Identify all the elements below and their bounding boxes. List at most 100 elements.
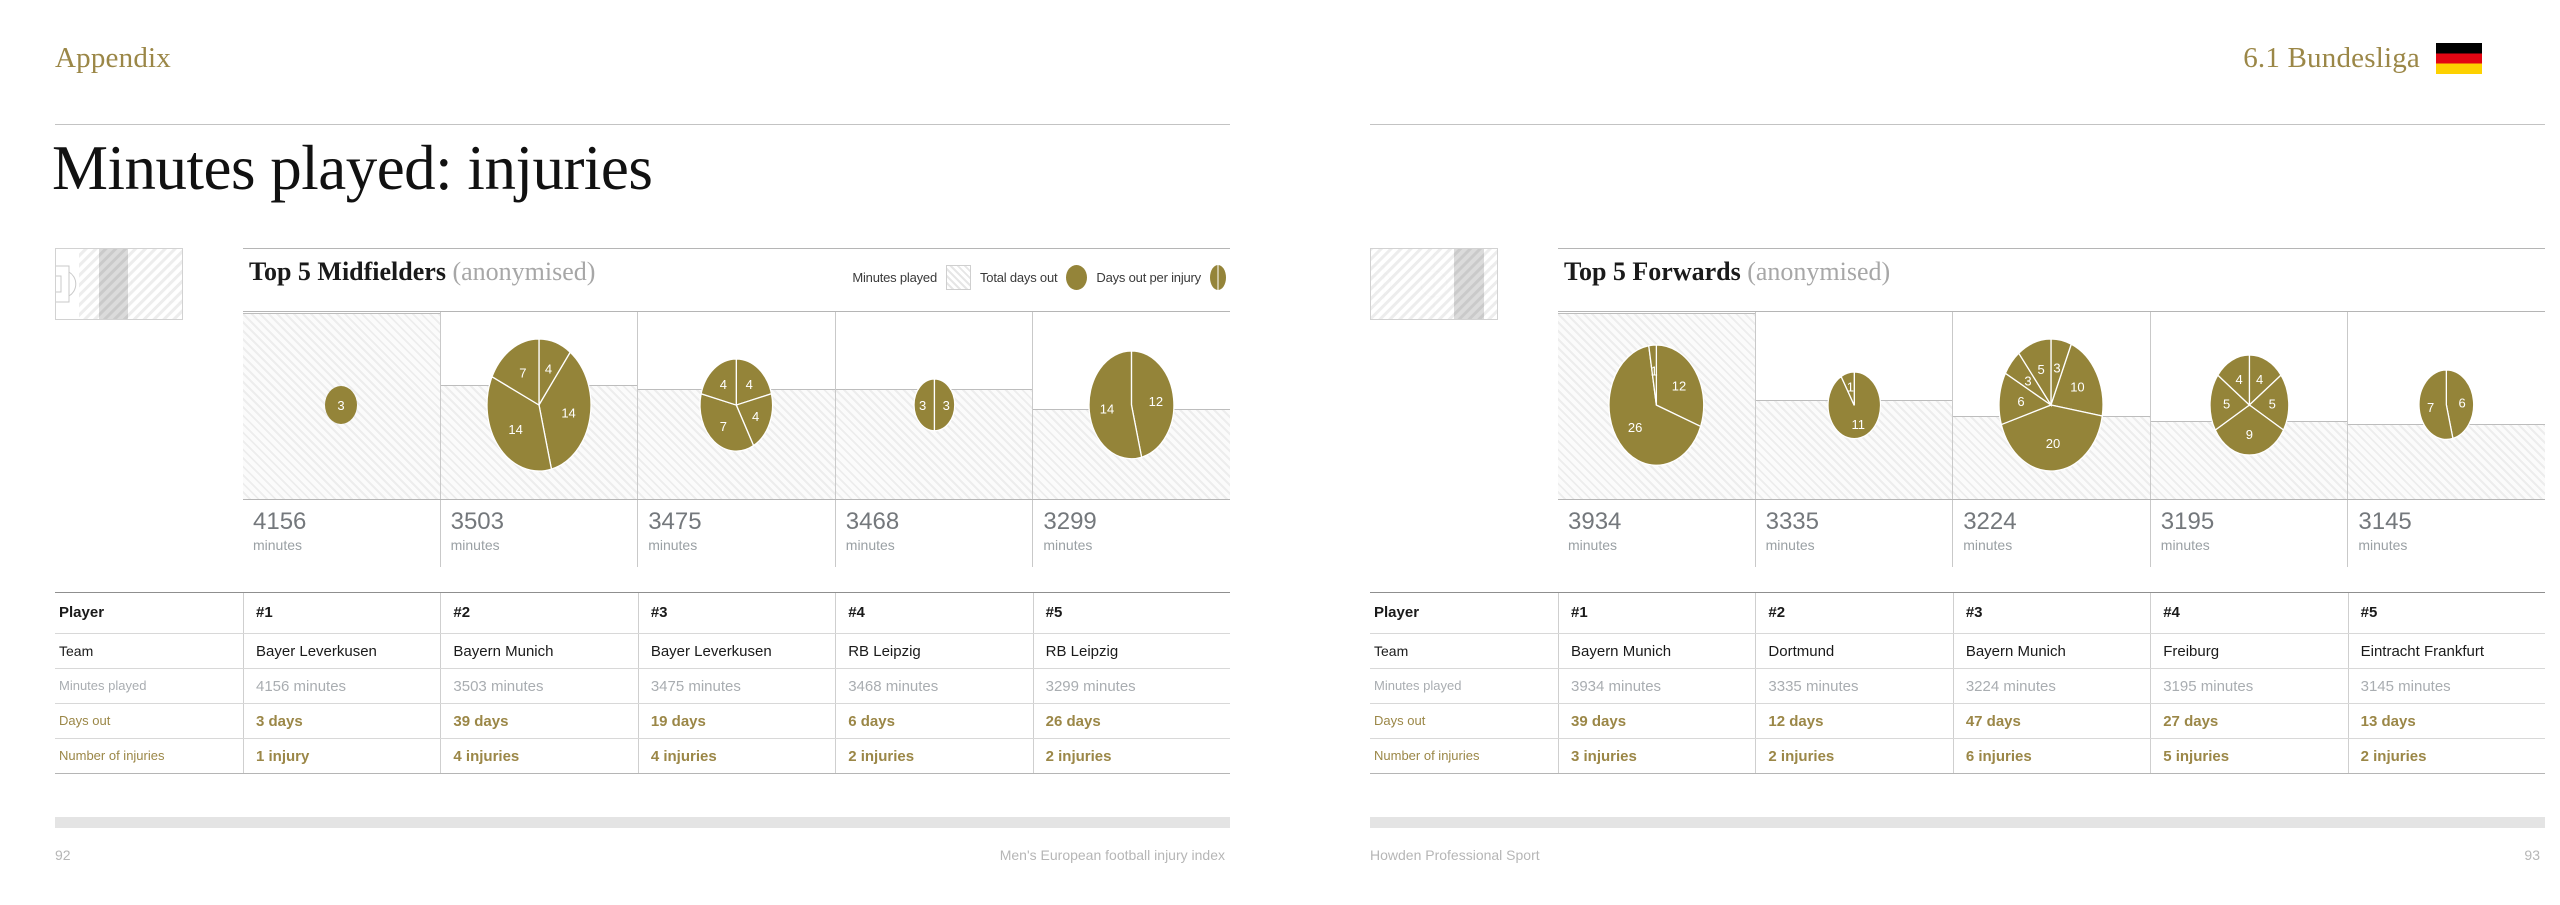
days-out-pie: 4 4 7 4 xyxy=(699,358,774,452)
table-cell: 1 injury xyxy=(243,739,440,773)
minutes-unit: minutes xyxy=(1043,537,1093,553)
minutes-unit: minutes xyxy=(1963,537,2013,553)
svg-text:14: 14 xyxy=(1100,402,1114,417)
table-row-injuries: Number of injuries 3 injuries 2 injuries 6 … xyxy=(1370,739,2545,774)
svg-text:10: 10 xyxy=(2071,380,2085,395)
svg-text:4: 4 xyxy=(720,377,727,392)
svg-text:4: 4 xyxy=(2235,372,2242,387)
legend-label-minutes: Minutes played xyxy=(852,270,937,285)
svg-text:12: 12 xyxy=(1149,394,1163,409)
panel-forwards: Top 5 Forwards (anonymised) 12 26 1 11 1 3 10 2… xyxy=(1558,248,2545,567)
page-title: Minutes played: injuries xyxy=(52,133,653,203)
table-row-label: Number of injuries xyxy=(59,748,165,763)
table-cell: #5 xyxy=(1032,593,1230,633)
table-row-label: Player xyxy=(1374,604,1420,621)
svg-text:6: 6 xyxy=(2018,394,2025,409)
plot-area-right: 12 26 1 11 1 3 10 20 6 3 5 4 5 9 5 4 6 7 xyxy=(1558,311,2545,499)
stats-table-forwards: Player #1 #2 #3 #4 #5 Team Bayern Munich Dortmun… xyxy=(1370,592,2545,774)
plot-column: 11 1 xyxy=(1754,312,1953,499)
minutes-value: 3335 xyxy=(1765,508,1819,535)
minutes-axis-cell: 3468 minutes xyxy=(834,500,1033,567)
svg-text:4: 4 xyxy=(545,362,552,377)
days-out-pie: 67 xyxy=(2418,369,2475,441)
table-cell: 3335 minutes xyxy=(1755,669,1952,703)
table-cell: #1 xyxy=(1558,593,1755,633)
minutes-axis-cell: 3145 minutes xyxy=(2347,500,2545,567)
panel-title-midfielders: Top 5 Midfielders (anonymised) xyxy=(249,257,595,287)
plot-column: 4 4 7 4 xyxy=(637,312,835,499)
panel-midfielders: Top 5 Midfielders (anonymised) Minutes p… xyxy=(243,248,1230,567)
minutes-axis-cell: 3475 minutes xyxy=(637,500,835,567)
table-cell: Bayer Leverkusen xyxy=(637,634,835,668)
table-cell: Bayern Munich xyxy=(1558,634,1755,668)
minutes-unit: minutes xyxy=(2358,537,2408,553)
days-out-pie: 33 xyxy=(913,378,956,432)
minutes-axis-right: 3934 minutes 3335 minutes 3224 minutes 3195 min… xyxy=(1558,499,2545,567)
table-row-label: Minutes played xyxy=(59,678,147,693)
table-row-label: Days out xyxy=(1374,713,1426,728)
footer-page-number-left: 92 xyxy=(55,847,71,863)
table-row-label: Player xyxy=(59,604,105,621)
minutes-value: 3195 xyxy=(2160,508,2215,535)
table-cell: Dortmund xyxy=(1755,634,1952,668)
table-cell: 4 injuries xyxy=(637,739,835,773)
svg-text:7: 7 xyxy=(519,366,526,381)
svg-text:14: 14 xyxy=(561,406,575,421)
table-cell: Freiburg xyxy=(2150,634,2347,668)
table-row-team: Team Bayer Leverkusen Bayern Munich Bayer L… xyxy=(55,634,1230,669)
svg-text:4: 4 xyxy=(746,377,753,392)
table-cell: 4 injuries xyxy=(440,739,637,773)
table-cell: #2 xyxy=(440,593,637,633)
panel-title-suffix: (anonymised) xyxy=(452,257,596,286)
table-cell: 3224 minutes xyxy=(1952,669,2150,703)
table-row-label: Minutes played xyxy=(1374,678,1462,693)
circle-swatch-icon xyxy=(1066,265,1088,290)
split-circle-swatch-icon xyxy=(1210,265,1226,290)
table-cell: 6 days xyxy=(835,704,1032,738)
minutes-axis-cell: 3224 minutes xyxy=(1952,500,2150,567)
table-cell: Bayer Leverkusen xyxy=(243,634,440,668)
table-cell: 13 days xyxy=(2347,704,2545,738)
pie-holder: 4 4 7 4 xyxy=(638,311,835,499)
svg-text:9: 9 xyxy=(2245,427,2252,442)
svg-text:5: 5 xyxy=(2038,362,2045,377)
plot-column: 12 26 1 xyxy=(1558,312,1755,499)
table-cell: 2 injuries xyxy=(835,739,1032,773)
minutes-unit: minutes xyxy=(845,537,895,553)
minutes-value: 3934 xyxy=(1568,508,1622,535)
table-cell: 3468 minutes xyxy=(835,669,1032,703)
svg-text:3: 3 xyxy=(2025,373,2032,388)
svg-text:4: 4 xyxy=(2256,372,2263,387)
table-cell: Eintracht Frankfurt xyxy=(2347,634,2545,668)
table-cell: 3 days xyxy=(243,704,440,738)
panel-title-main: Top 5 Midfielders xyxy=(249,257,446,286)
plot-columns-left: 3 4 14 14 7 4 4 7 4 3 3 12 14 xyxy=(243,312,1230,499)
header-rule-right xyxy=(1370,124,2545,125)
panel-top-rule xyxy=(243,248,1230,249)
table-cell: 47 days xyxy=(1952,704,2150,738)
panel-title-forwards: Top 5 Forwards (anonymised) xyxy=(1564,257,1890,287)
pie-holder: 3 10 20 6 3 5 xyxy=(1953,311,2150,499)
minutes-axis-cell: 3503 minutes xyxy=(439,500,638,567)
svg-text:7: 7 xyxy=(720,419,727,434)
legend-label-total-days: Total days out xyxy=(979,270,1058,285)
minutes-axis-cell: 3299 minutes xyxy=(1032,500,1230,567)
minutes-value: 3503 xyxy=(450,508,504,535)
pie-holder: 4 14 14 7 xyxy=(441,311,638,499)
legend-label-days-per-injury: Days out per injury xyxy=(1096,270,1201,285)
minutes-unit: minutes xyxy=(450,537,500,553)
page-right: 6.1 Bundesliga xyxy=(1280,0,2560,905)
table-cell: #3 xyxy=(637,593,835,633)
pie-holder: 3 xyxy=(243,311,440,499)
stats-table-midfielders: Player #1 #2 #3 #4 #5 Team Bayer Leverkusen Baye… xyxy=(55,592,1230,774)
minutes-axis-left: 4156 minutes 3503 minutes 3475 minutes 3468 min… xyxy=(243,499,1230,567)
plot-column: 3 10 20 6 3 5 xyxy=(1952,312,2150,499)
footer-caption-right: Howden Professional Sport xyxy=(1370,847,1540,863)
table-cell: 3934 minutes xyxy=(1558,669,1755,703)
table-cell: 39 days xyxy=(440,704,637,738)
svg-text:3: 3 xyxy=(942,398,949,413)
